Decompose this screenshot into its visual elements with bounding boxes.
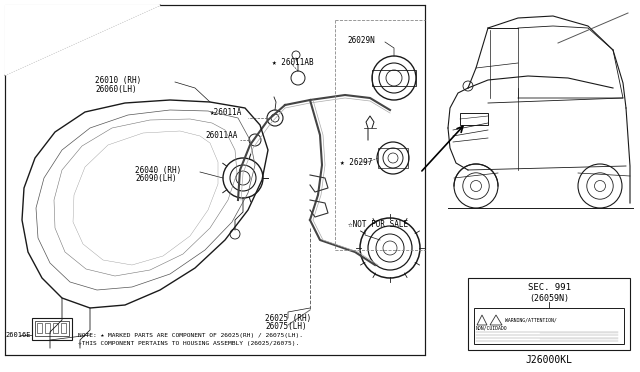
Text: 26029N: 26029N <box>347 35 375 45</box>
Text: 26025 (RH): 26025 (RH) <box>265 314 311 323</box>
Bar <box>468 278 630 350</box>
Text: NOTE: ★ MARKED PARTS ARE COMPONENT OF 26025(RH) / 26075(LH).: NOTE: ★ MARKED PARTS ARE COMPONENT OF 26… <box>78 333 303 337</box>
Bar <box>61 323 66 333</box>
Bar <box>53 323 58 333</box>
Text: WARNING/ATTENTION/: WARNING/ATTENTION/ <box>505 317 557 323</box>
Text: 26075(LH): 26075(LH) <box>265 323 307 331</box>
Text: 26090(LH): 26090(LH) <box>135 173 177 183</box>
Text: (26059N): (26059N) <box>529 294 569 302</box>
Bar <box>378 148 408 168</box>
Bar <box>35 321 69 336</box>
Bar <box>32 318 72 340</box>
Text: ★ 26011AB: ★ 26011AB <box>272 58 314 67</box>
Text: ☆NOT FOR SALE: ☆NOT FOR SALE <box>348 219 408 228</box>
Text: 26011AA: 26011AA <box>205 131 237 140</box>
Bar <box>460 113 488 125</box>
Text: 26016E: 26016E <box>5 332 31 338</box>
Polygon shape <box>5 5 160 75</box>
Text: ★ 26297: ★ 26297 <box>340 157 372 167</box>
Text: SEC. 991: SEC. 991 <box>527 283 570 292</box>
Text: ☆THIS COMPONENT PERTAINS TO HOUSING ASSEMBLY (26025/26075).: ☆THIS COMPONENT PERTAINS TO HOUSING ASSE… <box>78 340 300 346</box>
Bar <box>45 323 50 333</box>
Bar <box>5 5 425 355</box>
Bar <box>372 70 416 86</box>
Bar <box>37 323 42 333</box>
Text: 26010 (RH): 26010 (RH) <box>95 76 141 84</box>
Bar <box>474 308 624 344</box>
Text: ★26011A: ★26011A <box>210 108 243 116</box>
Text: NON/CUIDADO: NON/CUIDADO <box>476 326 508 330</box>
Text: J26000KL: J26000KL <box>525 355 573 365</box>
Text: 26040 (RH): 26040 (RH) <box>135 166 181 174</box>
Text: 26060(LH): 26060(LH) <box>95 84 136 93</box>
